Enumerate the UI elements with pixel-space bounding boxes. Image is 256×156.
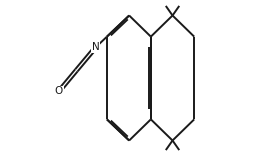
Text: O: O [55,86,63,96]
Text: N: N [92,42,100,52]
